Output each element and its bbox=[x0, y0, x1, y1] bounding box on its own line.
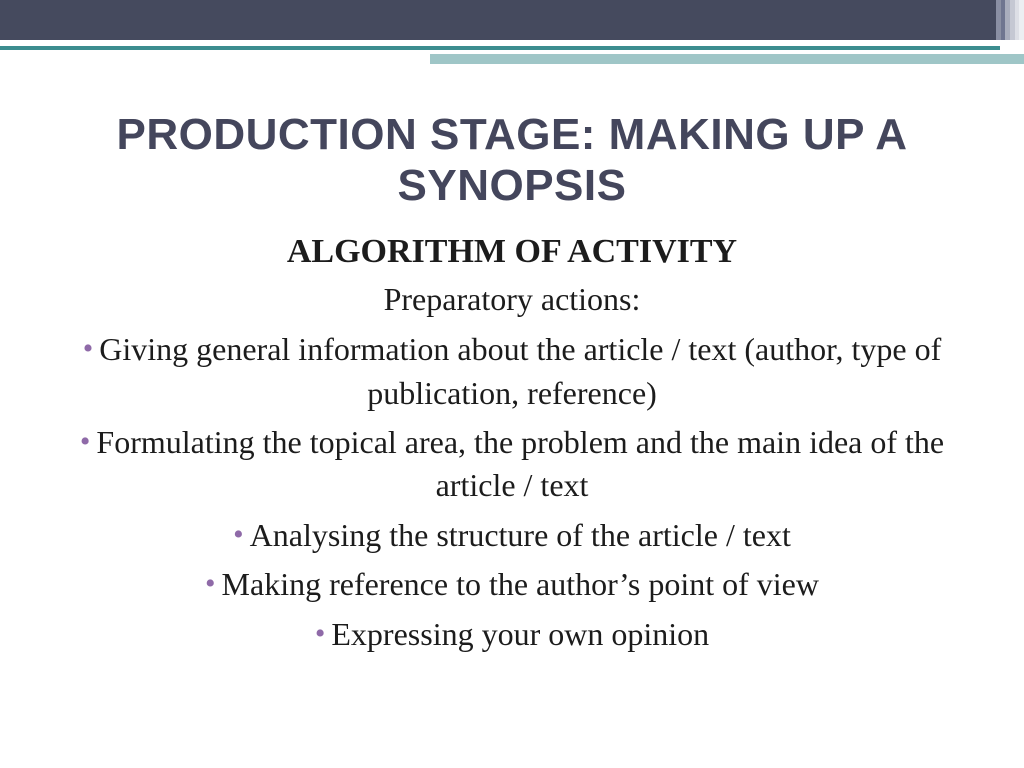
slide: PRODUCTION STAGE: MAKING UP A SYNOPSIS A… bbox=[0, 0, 1024, 768]
list-item: •Making reference to the author’s point … bbox=[60, 563, 964, 607]
list-item-text: Expressing your own opinion bbox=[331, 616, 709, 652]
top-bar-edge-stripes bbox=[996, 0, 1024, 40]
bullet-list: •Giving general information about the ar… bbox=[60, 328, 964, 656]
list-item: •Analysing the structure of the article … bbox=[60, 514, 964, 558]
bullet-icon: • bbox=[80, 425, 97, 458]
slide-title: PRODUCTION STAGE: MAKING UP A SYNOPSIS bbox=[60, 110, 964, 211]
bullet-icon: • bbox=[205, 567, 222, 600]
list-item: •Formulating the topical area, the probl… bbox=[60, 421, 964, 508]
bullet-icon: • bbox=[233, 518, 250, 551]
list-item-text: Giving general information about the art… bbox=[99, 331, 941, 411]
list-item-text: Formulating the topical area, the proble… bbox=[96, 424, 944, 504]
list-item-text: Analysing the structure of the article /… bbox=[250, 517, 791, 553]
slide-content: PRODUCTION STAGE: MAKING UP A SYNOPSIS A… bbox=[0, 110, 1024, 662]
top-bar-dark bbox=[0, 0, 1024, 40]
list-item: •Expressing your own opinion bbox=[60, 613, 964, 657]
bullet-icon: • bbox=[315, 617, 332, 650]
lead-text: Preparatory actions: bbox=[60, 281, 964, 318]
accent-bar-thin-left bbox=[0, 46, 470, 50]
list-item: •Giving general information about the ar… bbox=[60, 328, 964, 415]
list-item-text: Making reference to the author’s point o… bbox=[222, 566, 819, 602]
accent-bar-thin-right bbox=[460, 46, 1000, 50]
accent-bar-thick-right bbox=[430, 54, 1024, 64]
bullet-icon: • bbox=[83, 332, 100, 365]
slide-subtitle: ALGORITHM OF ACTIVITY bbox=[60, 233, 964, 271]
